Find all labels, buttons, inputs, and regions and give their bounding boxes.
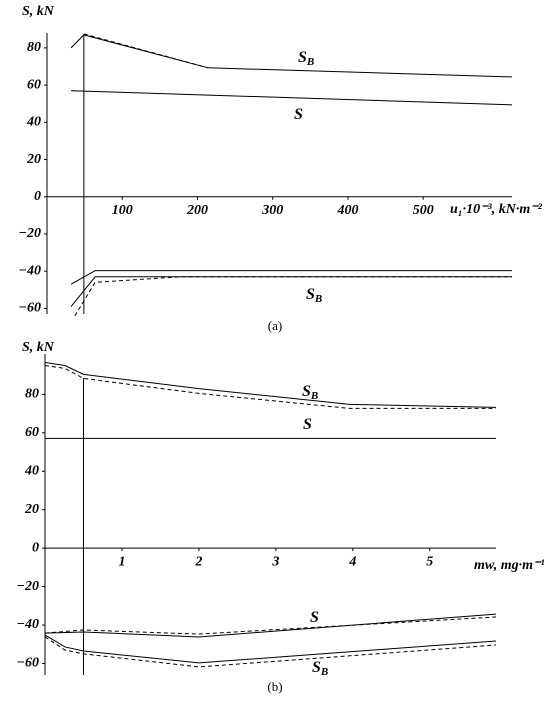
annotation: S — [294, 106, 303, 123]
x-tick-label: 1 — [118, 554, 125, 569]
y-tick-label: −60 — [17, 656, 39, 671]
line — [70, 270, 512, 285]
x-tick-label: 500 — [413, 203, 434, 218]
line — [70, 34, 513, 78]
caption: (b) — [267, 679, 282, 694]
annotation: SB — [302, 383, 318, 402]
line — [83, 33, 209, 69]
line — [44, 634, 497, 664]
y-tick-label: −20 — [19, 226, 41, 241]
x-tick-label: 300 — [261, 203, 283, 218]
annotation-subscript: B — [306, 56, 314, 68]
line — [44, 365, 496, 409]
y-tick-label: 80 — [27, 40, 41, 55]
y-tick-label: 60 — [25, 425, 39, 440]
annotation-text: S — [306, 286, 315, 303]
line — [70, 276, 512, 307]
annotation-text: S — [298, 49, 307, 66]
x-axis-label: u₁·10⁻³, kN·m⁻² — [450, 202, 543, 217]
y-tick-label: 0 — [32, 540, 39, 555]
x-axis-label: mw, mg·m⁻¹ — [474, 558, 545, 573]
y-tick-label: −40 — [17, 617, 39, 632]
annotation-subscript: B — [314, 293, 322, 305]
x-tick-label: 200 — [186, 203, 208, 218]
annotation: S — [310, 609, 319, 626]
annotation-text: S — [302, 383, 311, 400]
annotation: S — [303, 416, 312, 433]
line — [44, 613, 497, 638]
y-tick-label: 40 — [24, 463, 39, 478]
y-tick-label: −20 — [17, 579, 39, 594]
x-tick-label: 100 — [112, 203, 133, 218]
annotation: SB — [306, 286, 322, 305]
line — [71, 90, 513, 106]
x-tick-label: 400 — [336, 203, 358, 218]
annotation-text: S — [310, 609, 319, 626]
annotation-text: S — [312, 659, 321, 676]
annotation-subscript: B — [320, 666, 328, 678]
annotation-subscript: B — [310, 390, 318, 402]
x-tick-label: 2 — [194, 554, 202, 569]
y-tick-label: 60 — [27, 77, 41, 92]
caption: (a) — [268, 318, 282, 333]
y-axis-label: S, kN — [22, 340, 55, 355]
line — [74, 276, 512, 317]
y-tick-label: 20 — [24, 502, 39, 517]
x-tick-label: 4 — [348, 554, 356, 569]
y-tick-label: 0 — [34, 189, 41, 204]
y-tick-label: 80 — [25, 387, 39, 402]
annotation: SB — [298, 49, 314, 68]
line — [44, 361, 497, 408]
x-tick-label: 5 — [426, 554, 433, 569]
y-tick-label: 40 — [26, 115, 41, 130]
annotation-text: S — [303, 416, 312, 433]
line — [44, 636, 497, 668]
annotation-text: S — [294, 106, 303, 123]
chart: 80 60 40 20 0 −20 −40 −60 1 2 3 4 5 S, kN mw, mg·m⁻¹ (b… — [17, 340, 545, 694]
line — [44, 616, 497, 635]
y-tick-label: 20 — [26, 152, 41, 167]
y-tick-label: −40 — [19, 263, 41, 278]
x-tick-label: 3 — [271, 554, 279, 569]
y-axis-label: S, kN — [22, 4, 55, 19]
annotation: SB — [312, 659, 328, 678]
y-tick-label: −60 — [19, 301, 41, 316]
